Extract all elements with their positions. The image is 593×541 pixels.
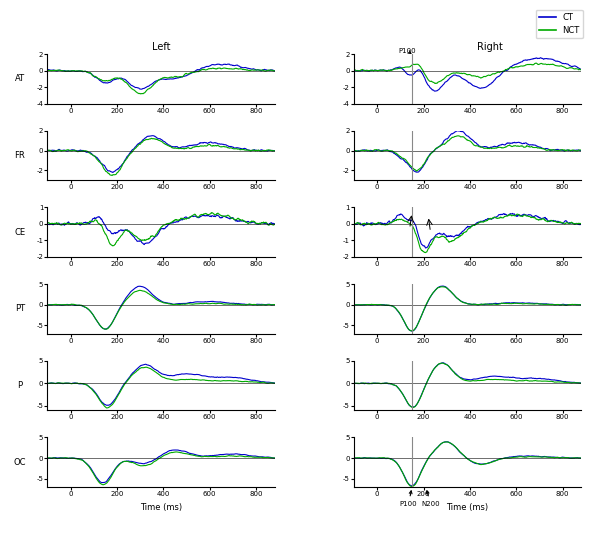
- Y-axis label: PT: PT: [15, 305, 25, 313]
- Y-axis label: FR: FR: [14, 151, 25, 160]
- X-axis label: Time (ms): Time (ms): [447, 503, 489, 512]
- Title: Left: Left: [152, 42, 170, 52]
- Text: N200: N200: [421, 491, 440, 507]
- Legend: CT, NCT: CT, NCT: [535, 10, 583, 38]
- Text: P100: P100: [398, 48, 416, 54]
- Y-axis label: OC: OC: [14, 458, 26, 467]
- Y-axis label: AT: AT: [15, 74, 25, 83]
- Y-axis label: P: P: [17, 381, 23, 390]
- Y-axis label: CE: CE: [14, 228, 25, 236]
- X-axis label: Time (ms): Time (ms): [140, 503, 182, 512]
- Text: P100: P100: [400, 491, 417, 507]
- Title: Right: Right: [477, 42, 503, 52]
